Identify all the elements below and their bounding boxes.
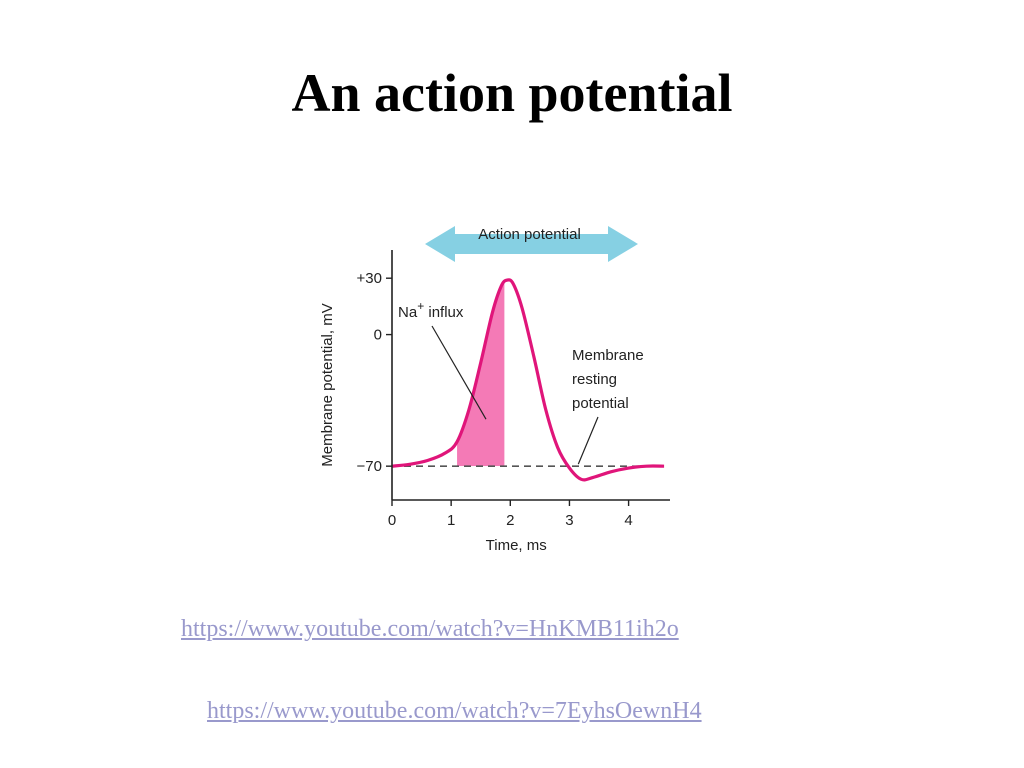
y-axis-label: Membrane potential, mV (319, 303, 336, 466)
resting-label-line-2: resting (572, 371, 617, 388)
resting-potential-label: Membrane resting potential (572, 347, 648, 412)
action-potential-curve (391, 278, 665, 482)
x-tick-label: 2 (506, 512, 514, 529)
video-link-1[interactable]: https://www.youtube.com/watch?v=HnKMB11i… (181, 616, 679, 642)
action-potential-label: Action potential (478, 226, 581, 243)
y-tick-group: +30 0 −70 (357, 270, 392, 475)
na-influx-region (457, 281, 505, 467)
action-potential-arrow (425, 226, 638, 262)
resting-potential-pointer (577, 416, 599, 465)
y-tick-label: −70 (357, 458, 382, 475)
x-tick-label: 3 (565, 512, 573, 529)
na-influx-label-rest: influx (424, 304, 464, 321)
na-influx-label-main: Na (398, 304, 418, 321)
resting-label-line-3: potential (572, 395, 629, 412)
y-tick-label: +30 (357, 270, 382, 287)
na-influx-label-sup: + (417, 299, 424, 313)
na-influx-label: Na+ influx (398, 299, 464, 321)
x-tick-group: 0 1 2 3 4 (388, 500, 633, 529)
na-influx-pointer (431, 325, 487, 420)
resting-label-line-1: Membrane (572, 347, 644, 364)
x-axis-label: Time, ms (486, 537, 547, 554)
x-tick-label: 0 (388, 512, 396, 529)
x-tick-label: 4 (624, 512, 632, 529)
y-tick-label: 0 (374, 327, 382, 344)
x-tick-label: 1 (447, 512, 455, 529)
slide-title: An action potential (291, 63, 733, 123)
video-link-2[interactable]: https://www.youtube.com/watch?v=7EyhsOew… (207, 698, 702, 724)
